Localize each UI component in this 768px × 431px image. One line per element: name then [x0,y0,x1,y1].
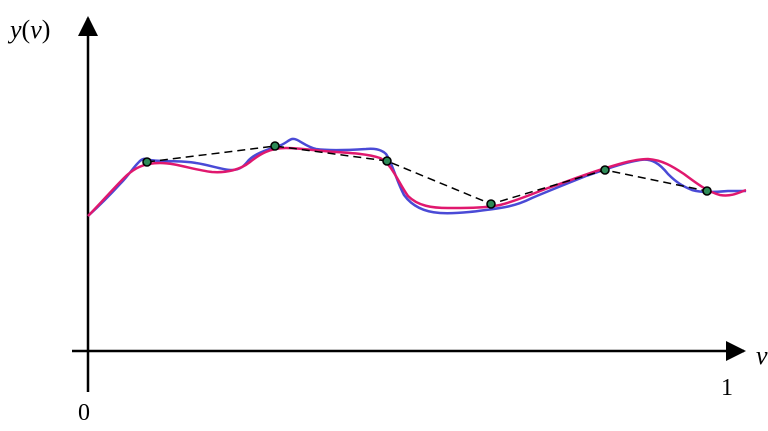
sample-point [382,156,392,166]
y-label-close: ) [42,15,51,44]
sample-point [600,165,610,175]
y-label-main: y [7,15,22,44]
origin-label: 0 [78,400,90,426]
sample-point [142,157,152,167]
pink-curve [87,146,747,217]
sample-points [142,141,712,209]
sample-point [270,141,280,151]
sample-point [702,186,712,196]
y-label-open: ( [22,15,31,44]
y-axis-label: y(v) [7,15,50,44]
dashed-interpolation-line [146,145,708,205]
x-axis-label: v [756,341,768,370]
blue-curve [87,137,746,217]
x-end-label: 1 [721,375,733,401]
sample-point [486,199,496,209]
y-label-var: v [30,15,42,44]
